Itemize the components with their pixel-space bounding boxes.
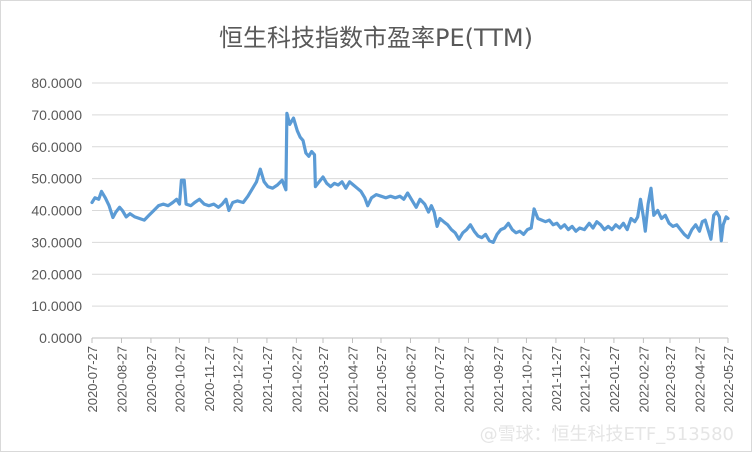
x-tick-label: 2020-08-27 — [114, 346, 129, 413]
x-tick-label: 2021-10-27 — [519, 346, 534, 413]
x-tick-label: 2020-10-27 — [172, 346, 187, 413]
y-tick-label: 40.0000 — [31, 203, 82, 219]
x-tick-label: 2021-06-27 — [403, 346, 418, 413]
x-tick-label: 2021-08-27 — [461, 346, 476, 413]
x-tick-label: 2022-04-27 — [692, 346, 707, 413]
x-tick-label: 2021-12-27 — [577, 346, 592, 413]
y-tick-label: 60.0000 — [31, 139, 82, 155]
x-tick-label: 2022-03-27 — [663, 346, 678, 413]
x-tick-label: 2021-01-27 — [260, 346, 275, 413]
x-tick-label: 2020-07-27 — [85, 346, 100, 413]
x-tick-label: 2022-01-27 — [607, 346, 622, 413]
y-tick-label: 30.0000 — [31, 234, 82, 250]
y-tick-label: 70.0000 — [31, 107, 82, 123]
y-tick-label: 0.0000 — [39, 330, 82, 346]
series-line — [90, 111, 730, 244]
x-tick-label: 2022-05-27 — [721, 346, 736, 413]
chart-title: 恒生科技指数市盈率PE(TTM) — [219, 24, 533, 52]
x-tick-label: 2021-04-27 — [345, 346, 360, 413]
x-tick-label: 2020-12-27 — [230, 346, 245, 413]
x-tick-label: 2021-02-27 — [289, 346, 304, 413]
x-tick-label: 2021-05-27 — [374, 346, 389, 413]
y-tick-label: 80.0000 — [31, 75, 82, 91]
x-tick-label: 2020-09-27 — [144, 346, 159, 413]
y-tick-label: 20.0000 — [31, 266, 82, 282]
y-tick-label: 10.0000 — [31, 298, 82, 314]
x-tick-label: 2021-11-27 — [549, 346, 564, 412]
x-tick-label: 2021-03-27 — [316, 346, 331, 413]
watermark: @雪球：恒生科技ETF_513580 — [479, 424, 734, 445]
x-tick-label: 2021-07-27 — [432, 346, 447, 413]
x-tick-label: 2022-02-27 — [636, 346, 651, 413]
y-tick-label: 50.0000 — [31, 171, 82, 187]
x-tick-label: 2021-09-27 — [491, 346, 506, 413]
x-tick-label: 2020-11-27 — [202, 346, 217, 412]
